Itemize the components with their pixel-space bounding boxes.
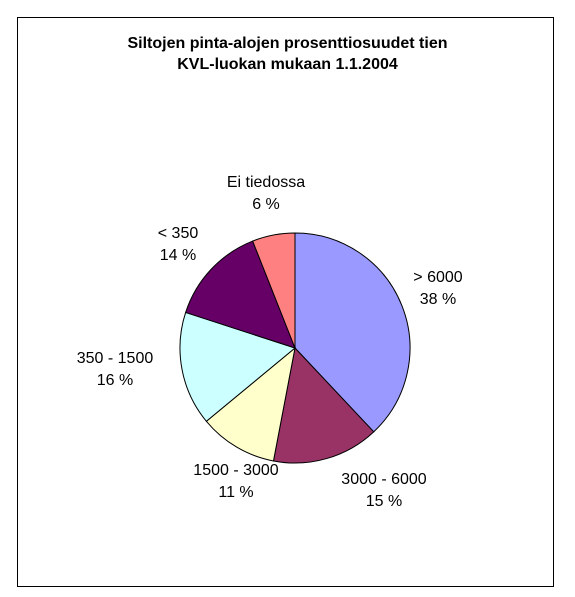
slice-percent-label: 38 % <box>420 291 456 308</box>
slice-percent-label: 16 % <box>97 372 133 389</box>
slice-percent-label: 15 % <box>366 493 402 510</box>
slice-category-label: 1500 - 3000 <box>193 462 279 479</box>
slice-percent-label: 14 % <box>160 247 196 264</box>
slice-percent-label: 6 % <box>252 196 280 213</box>
slice-category-label: 350 - 1500 <box>77 350 154 367</box>
pie-slice <box>179 311 297 423</box>
pie-slice <box>272 346 375 464</box>
chart-title-line-1: Siltojen pinta-alojen prosenttiosuudet t… <box>127 35 448 52</box>
chart-title-line-2: KVL-luokan mukaan 1.1.2004 <box>177 56 398 73</box>
slice-category-label: 3000 - 6000 <box>341 471 427 488</box>
slice-category-label: < 350 <box>158 225 199 242</box>
slice-percent-label: 11 % <box>218 484 253 501</box>
slice-category-label: Ei tiedossa <box>227 174 305 191</box>
pie-slice <box>294 232 411 433</box>
pie-slice <box>252 232 296 349</box>
slice-category-label: > 6000 <box>413 269 462 286</box>
pie-slice <box>205 346 296 462</box>
pie-slice <box>184 240 296 349</box>
